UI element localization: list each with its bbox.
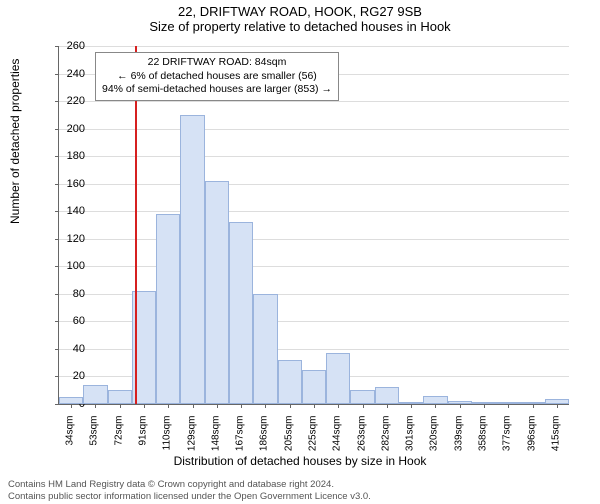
ytick-label: 40 [55, 343, 85, 355]
xtick-label: 167sqm [235, 416, 246, 456]
xtick-mark [411, 404, 412, 408]
annotation-box: 22 DRIFTWAY ROAD: 84sqm ← 6% of detached… [95, 52, 339, 101]
annotation-line-1: 22 DRIFTWAY ROAD: 84sqm [102, 56, 332, 70]
histogram-bar [472, 402, 496, 404]
ytick-label: 220 [55, 95, 85, 107]
xtick-mark [338, 404, 339, 408]
xtick-mark [290, 404, 291, 408]
xtick-mark [557, 404, 558, 408]
ytick-label: 140 [55, 205, 85, 217]
histogram-bar [520, 402, 544, 404]
xtick-mark [508, 404, 509, 408]
histogram-bar [350, 390, 374, 404]
y-axis-label: Number of detached properties [8, 59, 22, 224]
histogram-bar [496, 402, 520, 404]
xtick-label: 72sqm [113, 416, 124, 456]
ytick-label: 120 [55, 233, 85, 245]
xtick-label: 396sqm [526, 416, 537, 456]
xtick-label: 53sqm [89, 416, 100, 456]
histogram-bar [545, 399, 569, 405]
ytick-label: 20 [55, 370, 85, 382]
histogram-bar [423, 396, 447, 404]
annotation-line-3: 94% of semi-detached houses are larger (… [102, 83, 332, 97]
xtick-mark [217, 404, 218, 408]
histogram-bar [180, 115, 204, 404]
histogram-bar [83, 385, 107, 404]
xtick-label: 282sqm [380, 416, 391, 456]
xtick-mark [193, 404, 194, 408]
histogram-bar [326, 353, 350, 404]
ytick-label: 260 [55, 40, 85, 52]
chart-title-sub: Size of property relative to detached ho… [0, 19, 600, 34]
xtick-label: 186sqm [259, 416, 270, 456]
histogram-bar [253, 294, 277, 404]
xtick-mark [484, 404, 485, 408]
histogram-bar [448, 401, 472, 404]
chart-title-main: 22, DRIFTWAY ROAD, HOOK, RG27 9SB [0, 4, 600, 19]
histogram-bar [156, 214, 180, 404]
xtick-mark [95, 404, 96, 408]
ytick-label: 160 [55, 178, 85, 190]
xtick-mark [120, 404, 121, 408]
histogram-bar [108, 390, 132, 404]
xtick-label: 148sqm [210, 416, 221, 456]
ytick-label: 100 [55, 260, 85, 272]
xtick-label: 339sqm [453, 416, 464, 456]
xtick-label: 415sqm [550, 416, 561, 456]
histogram-chart: 22, DRIFTWAY ROAD, HOOK, RG27 9SB Size o… [0, 4, 600, 504]
xtick-mark [435, 404, 436, 408]
xtick-label: 301sqm [405, 416, 416, 456]
xtick-label: 225sqm [308, 416, 319, 456]
ytick-label: 60 [55, 315, 85, 327]
xtick-mark [265, 404, 266, 408]
xtick-mark [144, 404, 145, 408]
xtick-label: 320sqm [429, 416, 440, 456]
footer-line-1: Contains HM Land Registry data © Crown c… [8, 479, 371, 490]
xtick-mark [363, 404, 364, 408]
footer-line-2: Contains public sector information licen… [8, 491, 371, 502]
xtick-label: 244sqm [332, 416, 343, 456]
histogram-bar [302, 370, 326, 404]
xtick-mark [460, 404, 461, 408]
xtick-mark [387, 404, 388, 408]
xtick-mark [168, 404, 169, 408]
annotation-line-2: ← 6% of detached houses are smaller (56) [102, 70, 332, 84]
xtick-label: 34sqm [65, 416, 76, 456]
xtick-label: 205sqm [283, 416, 294, 456]
ytick-label: 200 [55, 123, 85, 135]
plot-area: 22 DRIFTWAY ROAD: 84sqm ← 6% of detached… [58, 46, 569, 405]
histogram-bar [399, 402, 423, 404]
xtick-label: 358sqm [478, 416, 489, 456]
histogram-bar [375, 387, 399, 404]
histogram-bar [205, 181, 229, 404]
footer-attribution: Contains HM Land Registry data © Crown c… [8, 479, 371, 502]
histogram-bar [59, 397, 83, 404]
xtick-label: 129sqm [186, 416, 197, 456]
xtick-label: 263sqm [356, 416, 367, 456]
xtick-label: 110sqm [162, 416, 173, 456]
xtick-label: 91sqm [138, 416, 149, 456]
ytick-label: 80 [55, 288, 85, 300]
histogram-bar [229, 222, 253, 404]
xtick-mark [241, 404, 242, 408]
xtick-mark [314, 404, 315, 408]
histogram-bar [278, 360, 302, 404]
xtick-label: 377sqm [502, 416, 513, 456]
ytick-label: 240 [55, 68, 85, 80]
x-axis-label: Distribution of detached houses by size … [0, 454, 600, 468]
ytick-label: 180 [55, 150, 85, 162]
xtick-mark [533, 404, 534, 408]
